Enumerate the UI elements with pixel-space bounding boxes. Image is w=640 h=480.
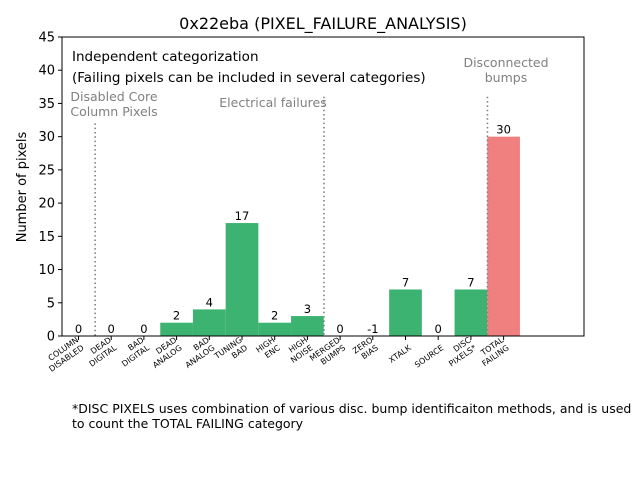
- bar: [487, 136, 520, 336]
- x-tick-label: BADDIGITAL: [115, 335, 152, 368]
- footnote: *DISC PIXELS uses combination of various…: [72, 401, 632, 431]
- bar-value-label: 2: [271, 309, 278, 323]
- bar-value-label: 0: [108, 322, 115, 336]
- y-tick-label: 25: [38, 163, 55, 178]
- region-label-disabled: Disabled Core Column Pixels: [70, 89, 158, 119]
- x-tick-label: MERGEDBUMPS: [308, 335, 347, 370]
- bar-value-label: 30: [496, 123, 511, 137]
- x-tick-label: DISCPIXELS*: [442, 335, 479, 368]
- bar-value-label: 3: [304, 302, 311, 316]
- x-tick-label: TUNINGBAD: [212, 335, 249, 369]
- x-tick-label: TOTALFAILING: [475, 335, 511, 368]
- y-tick-label: 35: [38, 97, 55, 112]
- bar-value-label: 0: [336, 322, 343, 336]
- region-labels: Disabled Core Column Pixels Electrical fai…: [70, 55, 548, 119]
- y-tick-label: 45: [38, 31, 55, 46]
- bar: [192, 309, 226, 336]
- x-tick-label: DEADANALOG: [146, 335, 184, 369]
- y-tick-label: 10: [38, 263, 55, 278]
- x-tick-label: HIGHENC: [254, 335, 282, 362]
- y-axis-label: Number of pixels: [15, 131, 30, 242]
- bar-value-label: 0: [435, 322, 442, 336]
- bar: [225, 223, 259, 336]
- plot-frame: [61, 36, 585, 337]
- y-tick-label: 0: [47, 330, 55, 345]
- bar-value-label: 7: [467, 275, 474, 289]
- y-tick-label: 30: [38, 130, 55, 145]
- bar-value-label: 2: [173, 309, 180, 323]
- bar: [291, 316, 324, 336]
- region-label-electrical: Electrical failures: [219, 95, 326, 110]
- bar: [389, 289, 422, 336]
- bar-value-label: 0: [75, 322, 82, 336]
- y-tick-label: 15: [38, 230, 55, 245]
- y-tick-label: 40: [38, 64, 55, 79]
- x-tick-label: XTALK: [387, 343, 413, 365]
- note-line-1: Independent categorization: [72, 49, 259, 65]
- y-tick-label: 20: [38, 197, 55, 212]
- region-label-disconnected: Disconnected bumps: [463, 55, 548, 85]
- bar: [454, 289, 488, 336]
- bar-value-label: 0: [140, 322, 147, 336]
- x-tick-label: DEADDIGITAL: [82, 335, 119, 368]
- y-tick-label: 5: [47, 296, 55, 311]
- bar: [160, 322, 193, 336]
- x-tick-label: BADANALOG: [178, 335, 216, 369]
- bar-value-label: -1: [367, 322, 378, 336]
- x-tick-label: SOURCE: [413, 343, 445, 369]
- bar-value-label: 17: [235, 209, 250, 223]
- bar: [258, 322, 292, 336]
- note-line-2: (Failing pixels can be included in sever…: [72, 70, 426, 86]
- bar-value-label: 4: [206, 295, 213, 309]
- x-tick-label: HIGHNOISE: [284, 335, 315, 364]
- x-tick-label: ZEROBIAS: [351, 335, 380, 363]
- bar-value-label: 7: [402, 275, 409, 289]
- chart-title: 0x22eba (PIXEL_FAILURE_ANALYSIS): [179, 14, 467, 34]
